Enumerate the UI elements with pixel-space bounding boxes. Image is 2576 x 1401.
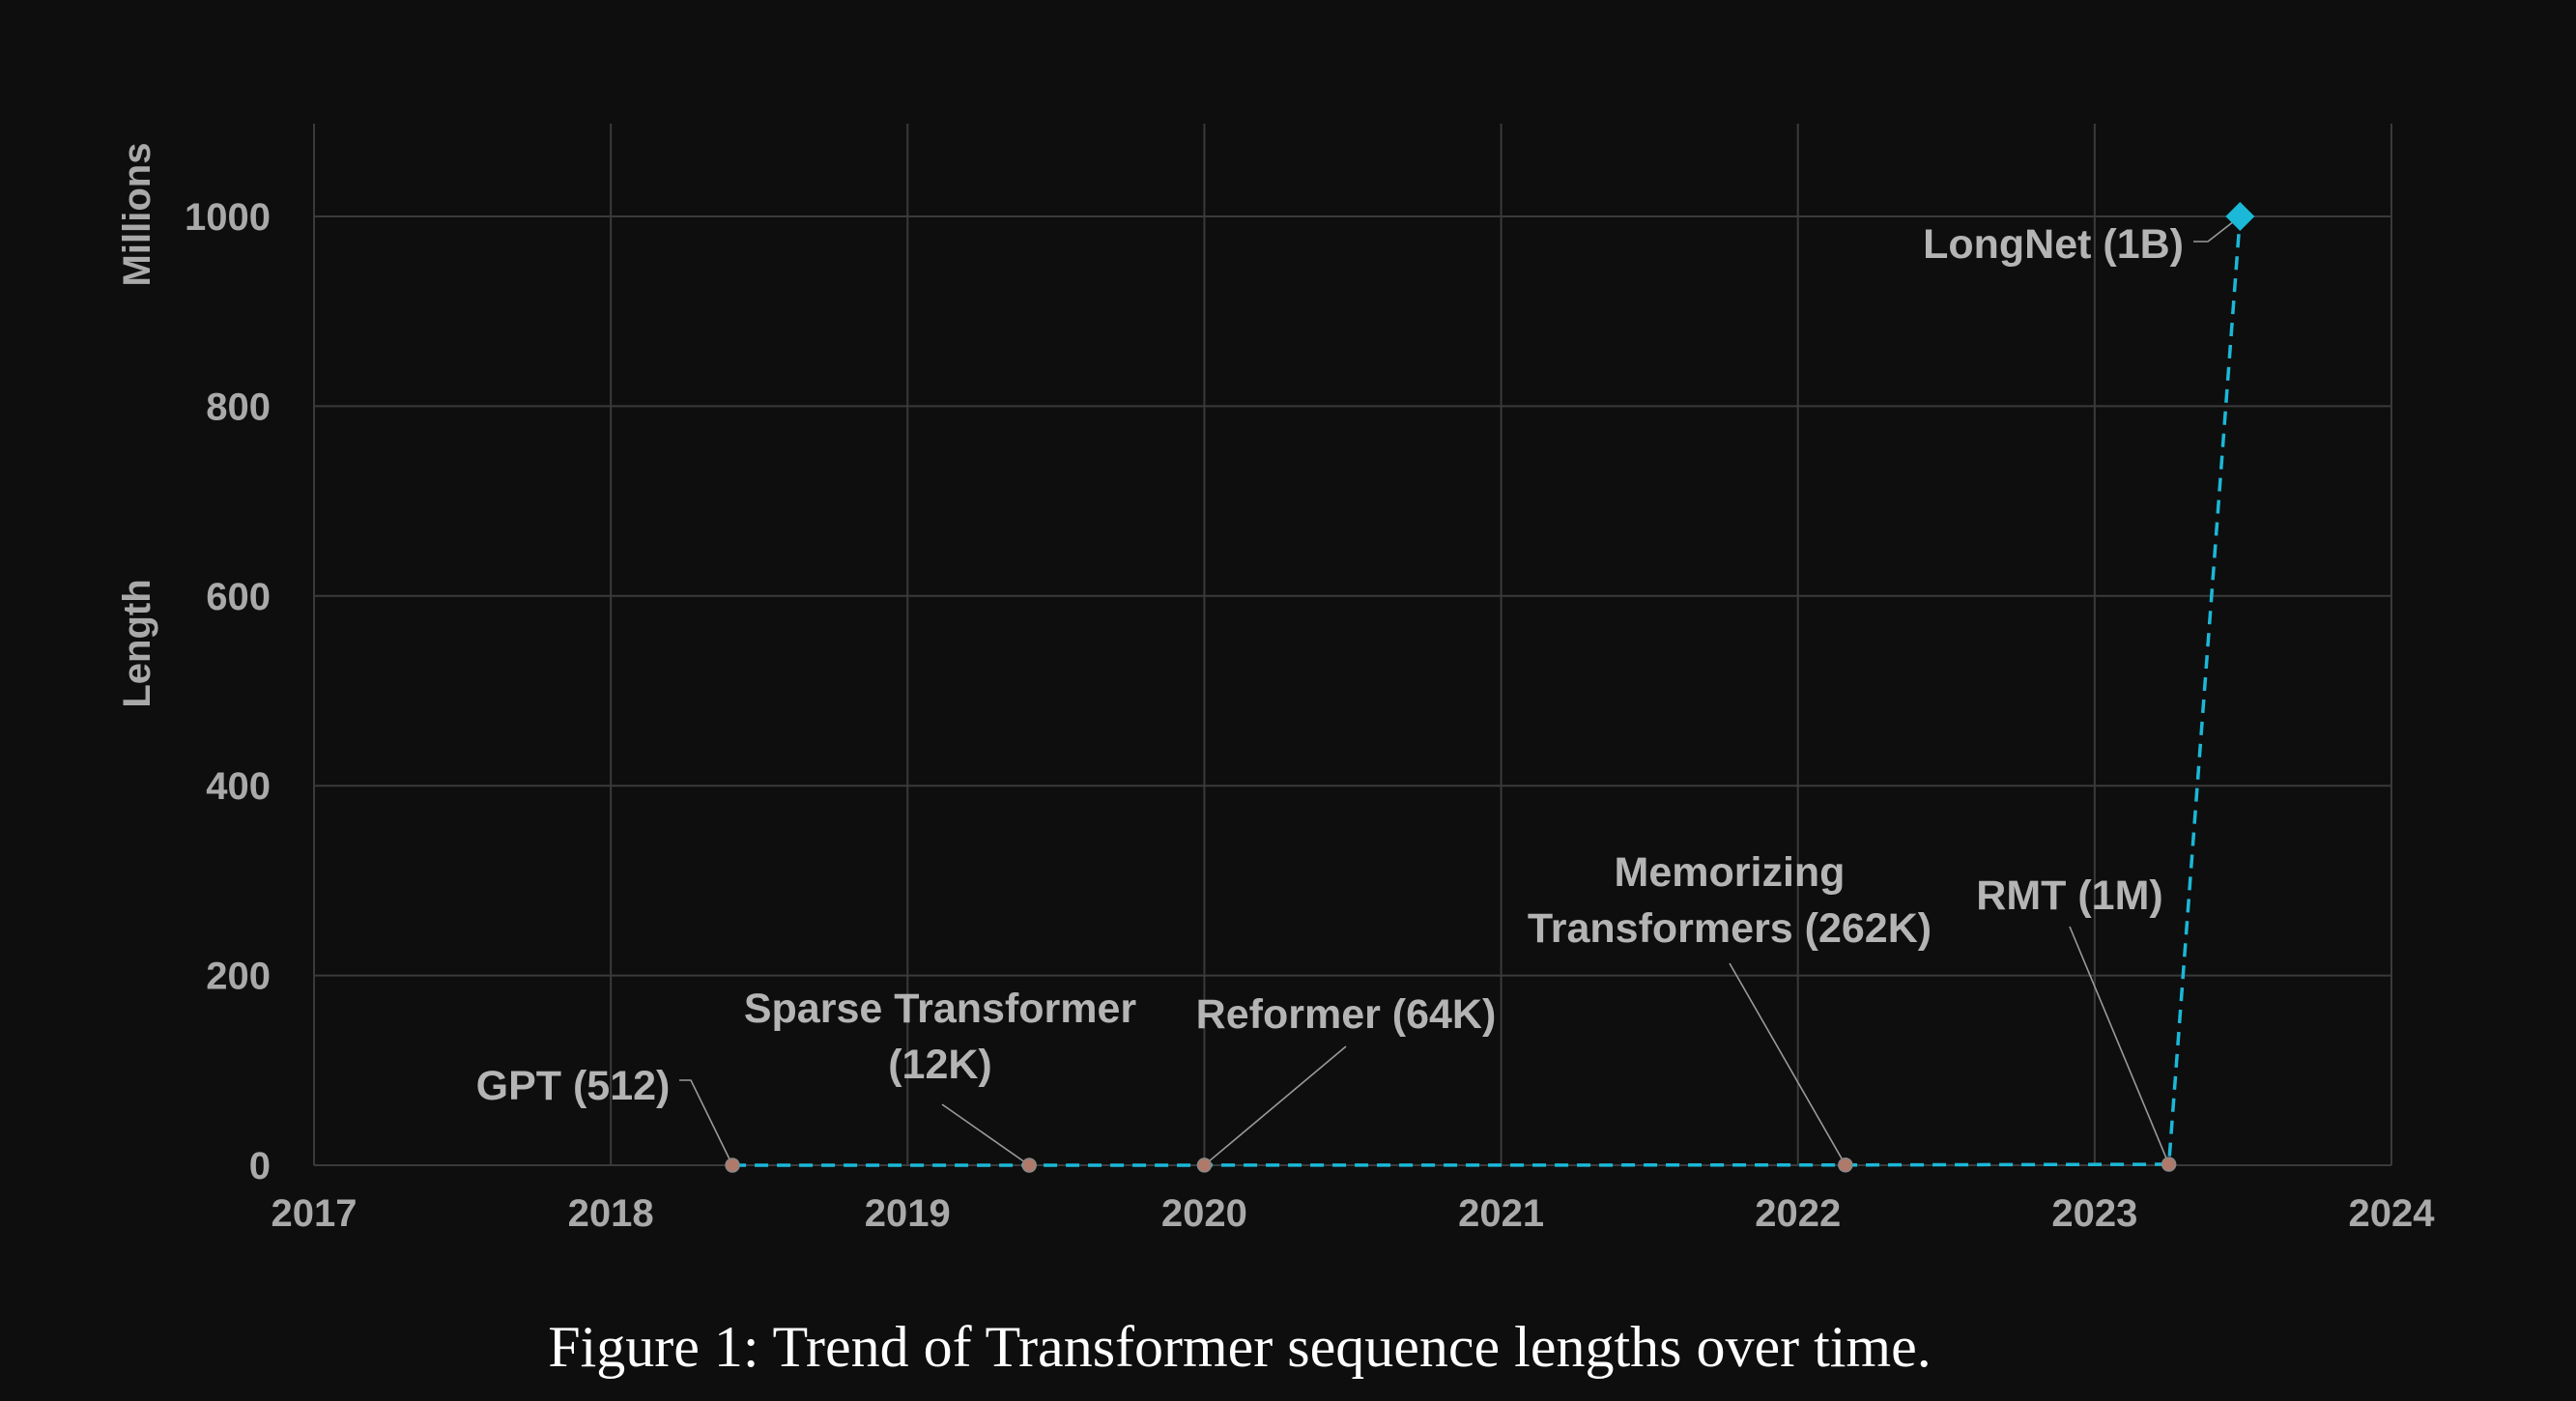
x-tick-label-2018: 2018: [568, 1192, 654, 1235]
y-axis-ticks: 0 200 400 600 800 1000: [185, 196, 271, 1187]
leader-memorizing-transformers: [1729, 962, 1846, 1166]
point-sparse-transformer: [1021, 1158, 1037, 1173]
leader-sparse-transformer: [941, 1103, 1030, 1166]
x-tick-label-2024: 2024: [2349, 1192, 2436, 1235]
annotations: GPT (512) Sparse Transformer (12K) Reformer…: [476, 221, 2184, 1109]
annotation-leaders: [679, 215, 2241, 1166]
leader-reformer: [1203, 1045, 1347, 1166]
x-tick-label-2022: 2022: [1755, 1192, 1841, 1235]
y-tick-label-200: 200: [206, 956, 271, 998]
point-rmt: [2161, 1157, 2177, 1172]
y-axis-title-length: Length: [116, 579, 158, 707]
x-tick-label-2017: 2017: [272, 1192, 358, 1235]
point-reformer: [1196, 1158, 1213, 1173]
y-tick-label-0: 0: [249, 1145, 271, 1187]
label-reformer: Reformer (64K): [1196, 991, 1497, 1038]
x-tick-label-2019: 2019: [865, 1192, 951, 1235]
leader-rmt: [2069, 926, 2170, 1165]
label-longnet: LongNet (1B): [1923, 221, 2184, 268]
y-tick-label-600: 600: [206, 576, 271, 618]
series-line: [732, 215, 2243, 1167]
x-tick-label-2020: 2020: [1161, 1192, 1247, 1235]
y-tick-label-800: 800: [206, 386, 271, 428]
point-gpt: [725, 1158, 740, 1173]
label-line-memorizing-transformers-0: Memorizing: [1615, 849, 1846, 896]
label-line-sparse-transformer-0: Sparse Transformer: [744, 986, 1137, 1032]
y-tick-label-1000: 1000: [185, 196, 271, 239]
data-points: [725, 202, 2255, 1173]
x-axis-ticks: 2017 2018 2019 2020 2021 2022 2023 2024: [272, 1192, 2436, 1235]
label-line-memorizing-transformers-1: Transformers (262K): [1528, 905, 1932, 952]
label-rmt: RMT (1M): [1976, 872, 2162, 919]
y-axis-title-millions: Millions: [116, 143, 158, 287]
label-line-sparse-transformer-1: (12K): [888, 1042, 992, 1088]
label-sparse-transformer: Sparse Transformer (12K): [744, 986, 1137, 1088]
figure-caption: Figure 1: Trend of Transformer sequence …: [548, 1315, 1932, 1379]
grid: [313, 124, 2392, 1166]
point-memorizing-transformers: [1838, 1157, 1853, 1173]
label-gpt: GPT (512): [476, 1063, 671, 1109]
y-tick-label-400: 400: [206, 765, 271, 808]
label-memorizing-transformers: Memorizing Transformers (262K): [1528, 849, 1932, 952]
leader-longnet: [2193, 215, 2241, 243]
x-tick-label-2023: 2023: [2051, 1192, 2137, 1235]
leader-gpt: [679, 1079, 733, 1166]
point-longnet: [2225, 202, 2255, 231]
x-tick-label-2021: 2021: [1458, 1192, 1544, 1235]
